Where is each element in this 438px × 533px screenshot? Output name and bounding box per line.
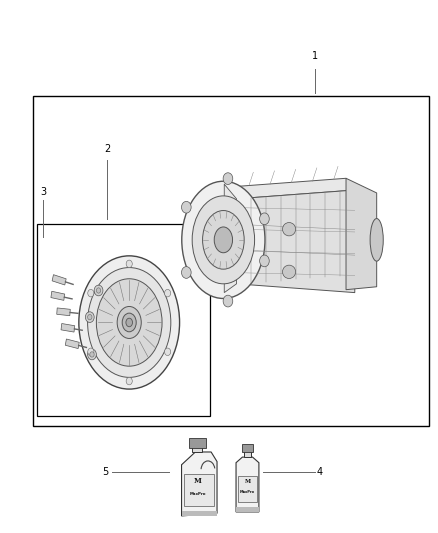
Ellipse shape (88, 348, 94, 356)
Ellipse shape (181, 201, 191, 213)
Polygon shape (236, 457, 259, 512)
Bar (182, 511, 217, 516)
Ellipse shape (88, 268, 171, 377)
Ellipse shape (214, 227, 233, 253)
Bar (37, 224, 210, 416)
Polygon shape (346, 178, 377, 290)
Ellipse shape (88, 289, 94, 297)
Bar (238, 475, 257, 503)
Polygon shape (61, 324, 75, 332)
Text: M: M (244, 479, 251, 484)
Ellipse shape (283, 265, 296, 278)
Bar (236, 507, 259, 512)
Polygon shape (52, 274, 66, 285)
Ellipse shape (260, 213, 269, 224)
Text: 4: 4 (317, 467, 323, 477)
Ellipse shape (88, 314, 92, 320)
Polygon shape (57, 308, 70, 316)
Ellipse shape (202, 211, 244, 269)
Ellipse shape (165, 348, 171, 356)
Ellipse shape (88, 349, 96, 360)
Ellipse shape (96, 279, 162, 366)
Text: MaxPro: MaxPro (190, 491, 206, 496)
Bar (244, 450, 251, 457)
Ellipse shape (181, 266, 191, 278)
Ellipse shape (126, 377, 132, 385)
Ellipse shape (260, 255, 269, 267)
Polygon shape (224, 184, 237, 293)
Text: M: M (194, 477, 201, 486)
Text: 2: 2 (104, 144, 110, 154)
Polygon shape (51, 291, 65, 301)
Bar (184, 474, 214, 506)
Ellipse shape (165, 289, 171, 297)
Text: 1: 1 (312, 51, 318, 61)
Ellipse shape (117, 306, 141, 338)
Ellipse shape (126, 318, 132, 327)
Polygon shape (228, 178, 355, 199)
Ellipse shape (94, 285, 103, 296)
Ellipse shape (96, 288, 101, 293)
Ellipse shape (85, 312, 94, 322)
Bar (189, 439, 206, 448)
Ellipse shape (370, 219, 383, 261)
Polygon shape (182, 452, 217, 516)
Text: MaxPro: MaxPro (240, 490, 255, 495)
Bar (242, 444, 253, 453)
Ellipse shape (192, 196, 254, 284)
Text: 5: 5 (102, 467, 108, 477)
Ellipse shape (90, 352, 94, 357)
Bar (192, 445, 202, 452)
Ellipse shape (79, 256, 180, 389)
Ellipse shape (122, 313, 136, 332)
Ellipse shape (182, 181, 265, 298)
Bar (33, 96, 429, 426)
Ellipse shape (223, 295, 233, 307)
Ellipse shape (126, 260, 132, 268)
Polygon shape (65, 339, 79, 349)
Ellipse shape (283, 222, 296, 236)
Text: 3: 3 (40, 187, 46, 197)
Ellipse shape (223, 173, 233, 184)
Polygon shape (237, 190, 355, 293)
